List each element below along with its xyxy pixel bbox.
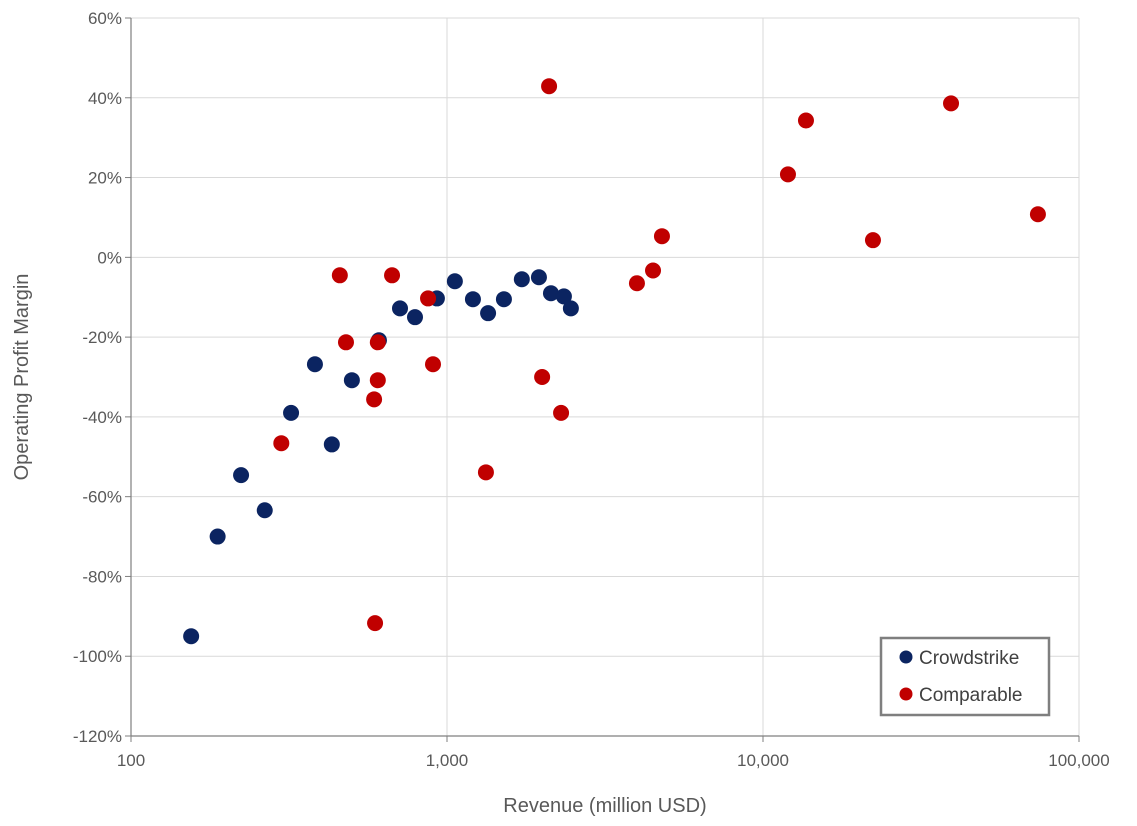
- legend-label-comparable: Comparable: [919, 685, 1023, 706]
- point-crowdstrike: [480, 305, 497, 322]
- legend-marker-comparable: [899, 687, 913, 701]
- x-tick-label: 10,000: [737, 751, 789, 770]
- point-crowdstrike: [562, 300, 579, 317]
- legend-label-crowdstrike: Crowdstrike: [919, 648, 1019, 669]
- point-crowdstrike: [464, 291, 481, 308]
- point-comparable: [864, 232, 881, 249]
- point-crowdstrike: [513, 271, 530, 288]
- point-comparable: [477, 464, 494, 481]
- point-comparable: [366, 391, 383, 408]
- point-crowdstrike: [209, 528, 226, 545]
- y-tick-label: -100%: [73, 647, 122, 666]
- x-tick-labels: 100 1,000 10,000 100,000: [117, 751, 1110, 770]
- point-comparable: [943, 95, 960, 112]
- point-crowdstrike: [530, 269, 547, 286]
- point-crowdstrike: [542, 285, 559, 302]
- point-crowdstrike: [183, 628, 200, 645]
- point-crowdstrike: [233, 467, 250, 484]
- x-axis-label: Revenue (million USD): [503, 795, 706, 817]
- point-comparable: [797, 112, 814, 129]
- y-tick-label: -40%: [82, 408, 122, 427]
- point-comparable: [369, 372, 386, 389]
- point-crowdstrike: [256, 502, 273, 519]
- point-crowdstrike: [406, 309, 423, 326]
- point-crowdstrike: [555, 288, 572, 305]
- point-comparable: [541, 78, 558, 95]
- legend: Crowdstrike Comparable: [879, 636, 1051, 717]
- y-axis-label: Operating Profit Margin: [11, 274, 33, 481]
- point-crowdstrike: [391, 300, 408, 317]
- y-tick-label: 0%: [97, 248, 122, 267]
- point-comparable: [367, 615, 384, 632]
- point-crowdstrike: [446, 273, 463, 290]
- y-tick-label: -120%: [73, 727, 122, 746]
- point-comparable: [369, 334, 386, 351]
- point-comparable: [424, 356, 441, 373]
- y-tick-label: 60%: [88, 9, 122, 28]
- point-comparable: [645, 262, 662, 279]
- point-comparable: [331, 267, 348, 284]
- point-crowdstrike: [283, 404, 300, 421]
- y-tick-labels: 60% 40% 20% 0% -20% -40% -60% -80% -100% -120%: [73, 9, 122, 746]
- point-comparable: [553, 404, 570, 421]
- y-tick-label: -80%: [82, 567, 122, 586]
- point-crowdstrike: [306, 356, 323, 373]
- y-tick-label: -60%: [82, 488, 122, 507]
- axes: [125, 17, 1080, 742]
- point-comparable: [653, 228, 670, 245]
- legend-marker-crowdstrike: [899, 650, 913, 664]
- point-comparable: [420, 290, 437, 307]
- data-points: [183, 78, 1046, 645]
- y-tick-label: 40%: [88, 89, 122, 108]
- point-comparable: [384, 267, 401, 284]
- point-comparable: [628, 275, 645, 292]
- point-comparable: [534, 369, 551, 385]
- gridlines: [130, 17, 1080, 737]
- x-tick-label: 100,000: [1048, 751, 1109, 770]
- x-tick-label: 100: [117, 751, 145, 770]
- point-crowdstrike: [323, 436, 340, 453]
- point-crowdstrike: [343, 372, 360, 389]
- legend-box: [879, 636, 1051, 717]
- point-comparable: [273, 435, 290, 452]
- x-tick-label: 1,000: [426, 751, 469, 770]
- point-comparable: [779, 166, 796, 183]
- point-crowdstrike: [495, 291, 512, 308]
- y-tick-label: 20%: [88, 169, 122, 188]
- point-comparable: [337, 334, 354, 351]
- point-comparable: [1029, 206, 1046, 223]
- y-tick-label: -20%: [82, 328, 122, 347]
